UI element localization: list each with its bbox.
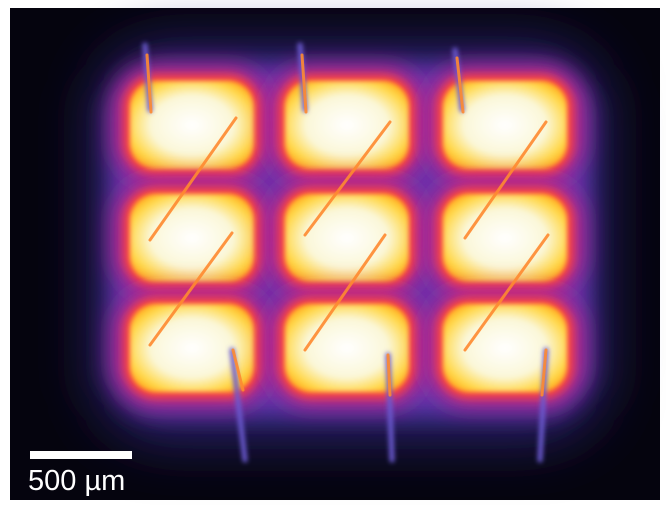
pad-grid [114, 67, 583, 406]
thermal-image: 500 µm [0, 0, 666, 505]
scale-label: 500 µm [28, 465, 125, 497]
scale-bar [30, 451, 132, 459]
pad-core [443, 194, 567, 282]
pad-core [443, 304, 567, 392]
pad-core [285, 194, 409, 282]
pad-core [130, 194, 254, 282]
